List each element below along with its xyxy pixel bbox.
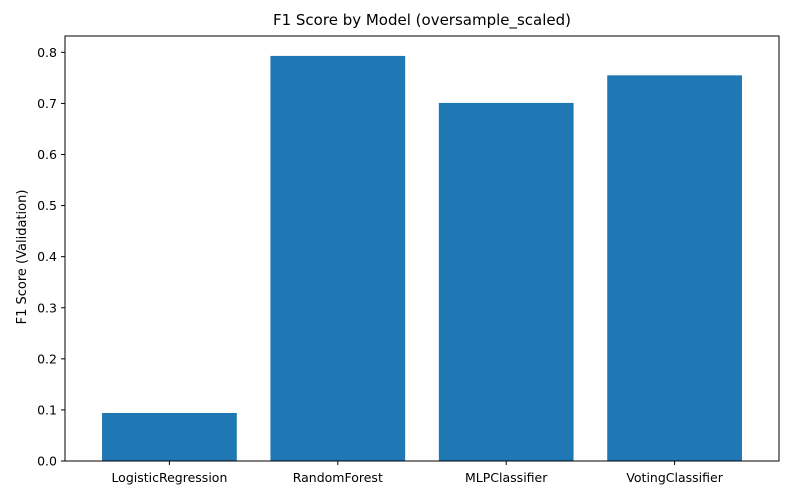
y-axis-label: F1 Score (Validation) [15, 190, 30, 325]
bar-votingclassifier [607, 75, 742, 461]
y-tick-label: 0.2 [37, 351, 57, 366]
y-tick-label: 0.3 [37, 300, 57, 315]
y-tick-label: 0.5 [37, 198, 57, 213]
bars-group [102, 55, 742, 462]
y-tick-label: 0.1 [37, 402, 57, 417]
x-tick-label: RandomForest [293, 470, 383, 485]
bar-mlpclassifier [438, 102, 574, 462]
x-tick-label: VotingClassifier [626, 470, 723, 485]
plot-frame [64, 35, 780, 462]
y-tick-label: 0.7 [37, 96, 57, 111]
y-tick-label: 0.8 [37, 45, 57, 60]
y-tick-label: 0.4 [37, 249, 57, 264]
bar-randomforest [270, 55, 406, 462]
y-tick-label: 0.6 [37, 147, 57, 162]
x-axis: LogisticRegression RandomForest MLPClassif… [111, 461, 724, 485]
bar-logisticregression [102, 412, 237, 461]
chart-title: F1 Score by Model (oversample_scaled) [273, 11, 571, 30]
x-tick-label: LogisticRegression [111, 470, 227, 485]
y-tick-label: 0.0 [37, 454, 57, 469]
x-tick-label: MLPClassifier [465, 470, 548, 485]
y-axis: 0.0 0.1 0.2 0.3 0.4 0.5 0.6 0.7 0.8 [37, 45, 65, 469]
